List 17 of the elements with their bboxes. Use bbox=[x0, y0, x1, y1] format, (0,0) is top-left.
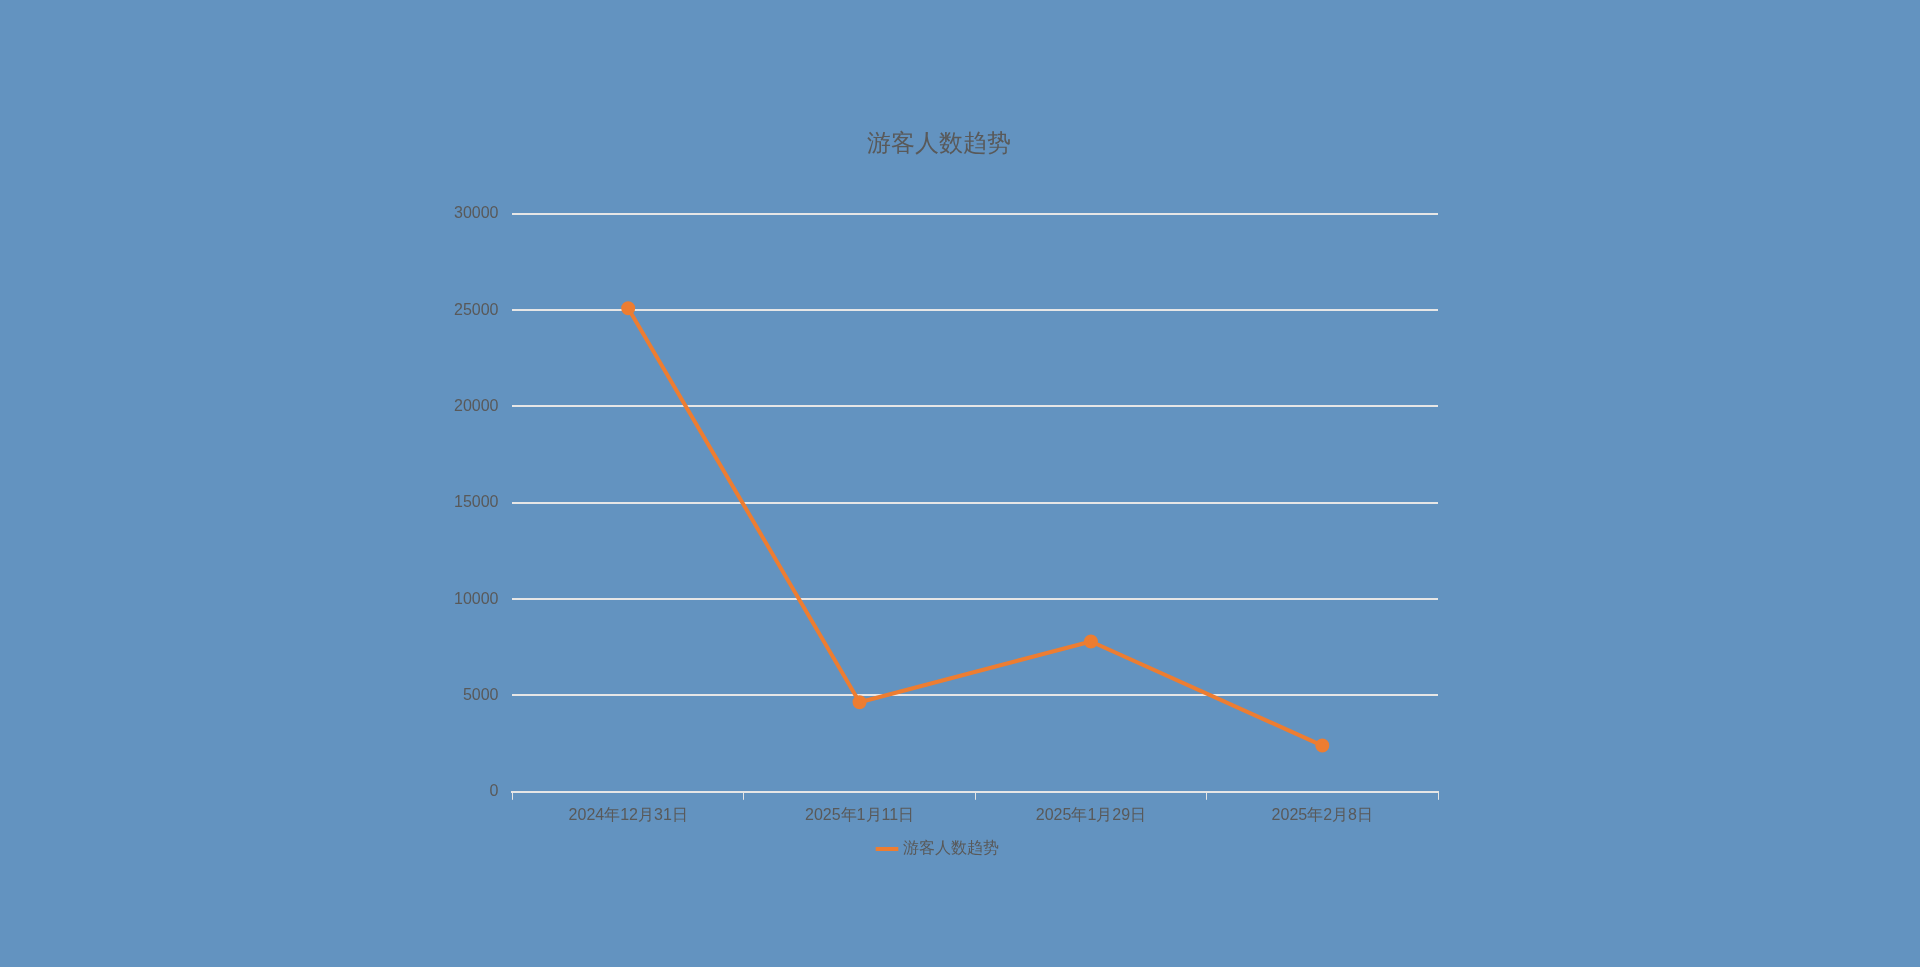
legend-label: 游客人数趋势 bbox=[903, 838, 999, 858]
y-tick-label: 5000 bbox=[462, 685, 499, 703]
x-tick-label: 2025年2月8日 bbox=[1271, 805, 1374, 823]
x-tick-label: 2025年1月29日 bbox=[1035, 805, 1147, 823]
point bbox=[621, 301, 636, 316]
y-tick-label: 20000 bbox=[453, 396, 499, 414]
y-tick-label: 30000 bbox=[453, 204, 499, 222]
x-tick-label: 2025年1月11日 bbox=[805, 805, 915, 823]
point bbox=[1315, 738, 1330, 753]
y-tick-label: 10000 bbox=[453, 589, 499, 607]
x-tick-label: 2024年12月31日 bbox=[568, 805, 688, 823]
y-tick-label: 25000 bbox=[453, 300, 499, 318]
y-tick-label: 15000 bbox=[453, 493, 499, 511]
point bbox=[1083, 634, 1098, 649]
point bbox=[852, 695, 867, 710]
chart-title: 游客人数趋势 bbox=[867, 128, 1011, 157]
y-tick-label: 0 bbox=[489, 782, 499, 800]
